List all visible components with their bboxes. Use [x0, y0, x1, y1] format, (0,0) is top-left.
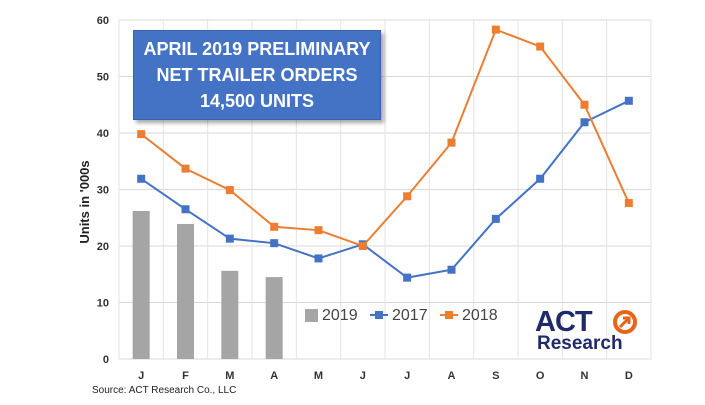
bar-2019-M — [221, 270, 239, 359]
point-2017-11 — [624, 96, 633, 105]
x-tick-label: M — [314, 370, 323, 382]
headline-callout: APRIL 2019 PRELIMINARY NET TRAILER ORDER… — [133, 30, 381, 120]
y-tick-label: 60 — [97, 15, 109, 27]
point-2018-10 — [580, 100, 589, 109]
point-2017-8 — [491, 214, 500, 223]
point-2018-5 — [358, 242, 367, 250]
bar-2019-F — [177, 223, 194, 359]
x-tick-label: J — [360, 370, 366, 382]
act-research-logo: ACT Research — [535, 306, 645, 356]
legend-swatch — [305, 309, 318, 322]
x-tick-label: M — [225, 370, 234, 382]
y-axis-label: Units in '000s — [77, 160, 92, 243]
point-2018-3 — [270, 222, 279, 231]
legend: 2019 2017 2018 — [305, 307, 498, 324]
point-2018-9 — [536, 42, 545, 51]
point-2017-2 — [225, 234, 234, 243]
point-2017-9 — [536, 174, 545, 183]
y-tick-label: 40 — [97, 128, 109, 140]
x-tick-label: D — [625, 370, 633, 382]
legend-swatch-marker — [445, 311, 453, 319]
legend-item-2017: 2017 — [370, 307, 428, 324]
legend-label: 2017 — [392, 307, 428, 324]
legend-swatch-marker — [375, 311, 383, 319]
y-tick-labels: 0 10 20 30 40 50 60 — [97, 15, 109, 366]
point-2017-3 — [270, 239, 279, 248]
x-tick-label: S — [492, 370, 499, 382]
y-tick-label: 10 — [97, 298, 109, 310]
point-2018-1 — [181, 164, 190, 173]
bar-2019-J — [132, 210, 150, 359]
point-2017-0 — [137, 174, 146, 183]
point-2017-6 — [403, 273, 412, 282]
y-tick-label: 0 — [103, 354, 109, 366]
x-tick-label: A — [448, 370, 456, 382]
x-tick-label: N — [581, 370, 589, 382]
source-note: Source: ACT Research Co., LLC — [92, 385, 237, 396]
x-tick-label: A — [270, 370, 278, 382]
logo-arrow-icon — [613, 310, 637, 334]
legend-label: 2019 — [322, 307, 358, 324]
point-2017-1 — [181, 205, 190, 214]
logo-act-text: ACT — [535, 306, 593, 338]
legend-label: 2018 — [462, 307, 498, 324]
point-2018-11 — [624, 199, 633, 208]
line-2018 — [140, 28, 630, 248]
x-tick-label: O — [536, 370, 545, 382]
callout-line-1: APRIL 2019 PRELIMINARY — [143, 39, 371, 59]
point-2018-8 — [491, 25, 500, 34]
legend-item-2019: 2019 — [305, 307, 358, 324]
y-tick-label: 50 — [97, 72, 109, 84]
line-series — [137, 25, 633, 282]
point-2018-0 — [137, 130, 146, 139]
x-tick-label: J — [404, 370, 410, 382]
point-2018-6 — [403, 192, 412, 201]
point-2017-4 — [314, 254, 323, 263]
callout-line-2: NET TRAILER ORDERS — [156, 65, 358, 85]
point-2018-7 — [447, 138, 456, 147]
logo-research-text: Research — [537, 333, 623, 354]
bar-2019-A — [265, 277, 283, 359]
point-2017-10 — [580, 118, 589, 127]
y-tick-label: 20 — [97, 241, 109, 253]
x-tick-label: F — [182, 370, 189, 382]
y-tick-label: 30 — [97, 185, 109, 197]
point-2018-2 — [225, 186, 234, 195]
legend-item-2018: 2018 — [440, 307, 498, 324]
line-2017 — [140, 99, 630, 279]
bar-series-2019 — [132, 210, 283, 359]
callout-line-3: 14,500 UNITS — [199, 91, 315, 111]
point-2017-7 — [447, 265, 456, 274]
point-2018-4 — [314, 226, 323, 235]
x-tick-label: J — [138, 370, 144, 382]
